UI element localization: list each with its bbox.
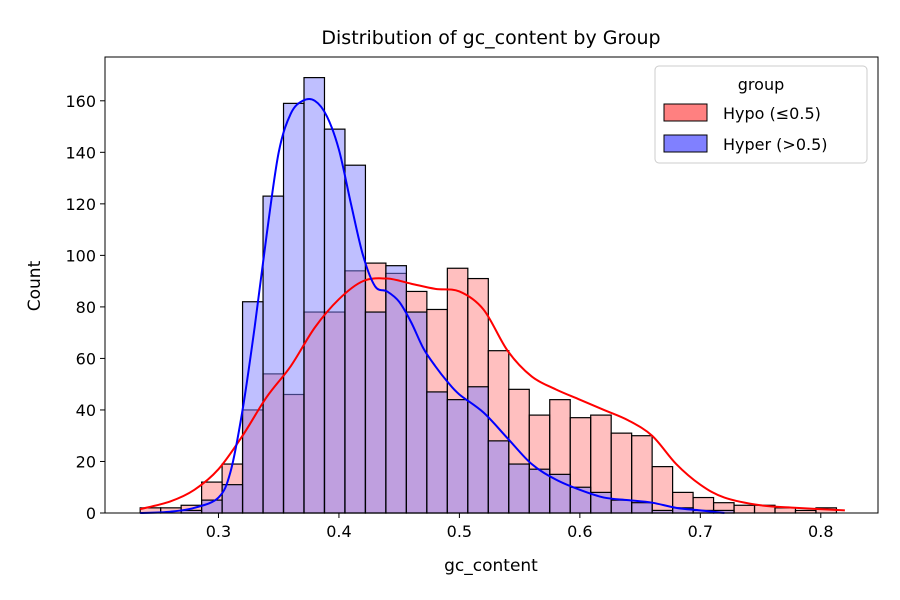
bar-hypo-29 — [733, 504, 756, 514]
bar-hyper-10 — [344, 164, 367, 514]
kde-layer — [139, 98, 845, 514]
bar-hyper-24 — [631, 502, 653, 514]
legend: group Hypo (≤0.5) Hyper (>0.5) — [654, 65, 868, 164]
x-tick-label-3: 0.6 — [567, 522, 592, 541]
y-tick-label-0: 0 — [86, 504, 96, 523]
y-tick-label-4: 80 — [76, 298, 96, 317]
x-tick-label-0: 0.3 — [206, 522, 231, 541]
plot-frame — [104, 56, 879, 514]
y-tick-label-8: 160 — [65, 92, 96, 111]
x-tick-label-1: 0.4 — [326, 522, 351, 541]
y-axis-label: Count — [25, 260, 45, 311]
bar-hyper-20 — [549, 473, 571, 514]
legend-swatch-hypo — [663, 103, 708, 122]
legend-box — [654, 65, 868, 164]
bar-hyper-18 — [508, 463, 530, 514]
x-tick-label-4: 0.7 — [688, 522, 713, 541]
bar-hyper-19 — [528, 468, 551, 514]
y-tick-label-1: 20 — [76, 452, 96, 471]
bar-hyper-12 — [385, 265, 407, 514]
bar-hypo-31 — [774, 507, 797, 514]
kde-line-hypo — [139, 277, 845, 512]
y-tick-label-6: 120 — [65, 195, 96, 214]
bar-hyper-8 — [303, 77, 326, 514]
x-tick-label-5: 0.8 — [808, 522, 833, 541]
kde-line-hyper — [140, 98, 725, 514]
bar-hyper-11 — [364, 311, 387, 514]
legend-title: group — [738, 75, 784, 94]
bar-hyper-14 — [426, 391, 448, 514]
ticks-layer: 0.3 0.4 0.5 0.6 0.7 0.8 0 20 40 60 80 100 120 140 160 — [65, 92, 833, 541]
bar-hyper-13 — [405, 311, 428, 514]
bar-hyper-7 — [282, 102, 305, 514]
y-tick-label-2: 40 — [76, 401, 96, 420]
bar-hyper-23 — [610, 499, 633, 514]
legend-label-hyper: Hyper (>0.5) — [723, 135, 828, 154]
y-tick-label-5: 100 — [65, 246, 96, 265]
bar-hyper-16 — [467, 386, 489, 514]
bar-hyper-17 — [487, 440, 510, 514]
chart-title: Distribution of gc_content by Group — [321, 27, 660, 49]
x-tick-label-2: 0.5 — [447, 522, 472, 541]
bar-hyper-15 — [446, 399, 469, 514]
legend-swatch-hyper — [663, 134, 708, 153]
legend-label-hypo: Hypo (≤0.5) — [723, 104, 821, 123]
x-axis-label: gc_content — [444, 556, 538, 576]
bar-hyper-9 — [323, 128, 346, 514]
y-tick-label-7: 140 — [65, 143, 96, 162]
y-tick-label-3: 60 — [76, 349, 96, 368]
